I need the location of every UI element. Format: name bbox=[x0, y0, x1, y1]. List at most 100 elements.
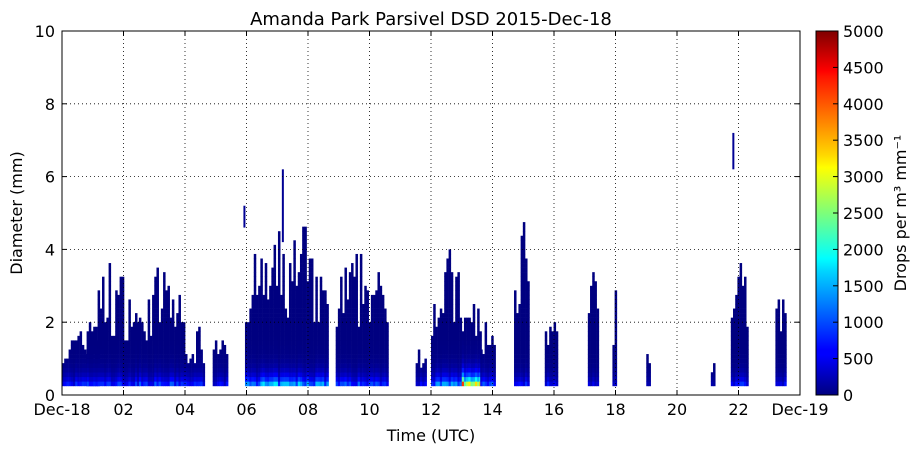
heatmap-cell bbox=[737, 322, 740, 328]
colorbar-label: Drops per m³ mm⁻¹ bbox=[891, 135, 910, 292]
heatmap-cell bbox=[304, 308, 307, 314]
heatmap-cell bbox=[302, 335, 305, 341]
heatmap-cell bbox=[379, 372, 383, 378]
heatmap-cell bbox=[614, 358, 618, 364]
heatmap-cell bbox=[433, 354, 436, 359]
heatmap-cell bbox=[514, 340, 517, 346]
heatmap-cell bbox=[477, 308, 480, 314]
heatmap-cell bbox=[472, 326, 476, 332]
heatmap-cell bbox=[310, 258, 314, 264]
heatmap-cell bbox=[337, 349, 341, 355]
heatmap-cell bbox=[546, 354, 550, 359]
heatmap-cell bbox=[342, 317, 345, 323]
heatmap-cell bbox=[154, 354, 157, 359]
heatmap-cell bbox=[200, 376, 203, 382]
heatmap-cell bbox=[366, 290, 369, 296]
heatmap-cell bbox=[480, 367, 483, 373]
heatmap-cell bbox=[340, 349, 343, 355]
heatmap-cell bbox=[346, 317, 350, 323]
heatmap-cell bbox=[364, 299, 367, 305]
heatmap-cell bbox=[308, 376, 312, 382]
heatmap-cell bbox=[297, 281, 301, 287]
heatmap-cell bbox=[249, 349, 252, 355]
heatmap-cell bbox=[590, 308, 593, 314]
heatmap-cell bbox=[304, 285, 307, 291]
heatmap-cell bbox=[143, 331, 146, 337]
heatmap-cell bbox=[135, 349, 138, 355]
heatmap-cell bbox=[319, 349, 323, 355]
heatmap-cell bbox=[121, 294, 125, 300]
heatmap-cell bbox=[344, 381, 347, 387]
heatmap-cell bbox=[260, 335, 263, 341]
heatmap-cell bbox=[484, 372, 488, 378]
heatmap-cell bbox=[119, 285, 123, 291]
heatmap-cell bbox=[342, 335, 345, 341]
heatmap-cell bbox=[293, 381, 296, 387]
heatmap-cell bbox=[128, 326, 131, 332]
heatmap-cell bbox=[342, 367, 345, 373]
heatmap-cell bbox=[337, 381, 341, 387]
heatmap-cell bbox=[525, 367, 528, 373]
heatmap-cell bbox=[154, 294, 157, 300]
heatmap-cell bbox=[119, 322, 123, 328]
heatmap-cell bbox=[782, 335, 785, 341]
heatmap-cell bbox=[351, 281, 354, 287]
heatmap-cell bbox=[364, 290, 367, 296]
heatmap-cell bbox=[286, 372, 290, 378]
heatmap-cell bbox=[351, 285, 354, 291]
heatmap-cell bbox=[315, 294, 318, 300]
heatmap-cell bbox=[253, 304, 257, 309]
heatmap-cell bbox=[484, 331, 488, 337]
heatmap-cell bbox=[93, 381, 96, 387]
heatmap-cell bbox=[324, 317, 327, 323]
heatmap-cell bbox=[439, 326, 443, 332]
heatmap-cell bbox=[121, 331, 125, 337]
heatmap-cell bbox=[775, 322, 778, 328]
heatmap-cell bbox=[553, 349, 557, 355]
heatmap-cell bbox=[128, 354, 131, 359]
heatmap-cell bbox=[730, 340, 734, 346]
heatmap-cell bbox=[180, 335, 184, 341]
heatmap-cell bbox=[375, 363, 378, 368]
heatmap-cell bbox=[470, 376, 474, 382]
heatmap-cell bbox=[156, 299, 159, 305]
heatmap-cell bbox=[368, 322, 372, 328]
heatmap-cell bbox=[91, 340, 94, 346]
heatmap-cell bbox=[553, 372, 557, 378]
heatmap-cell bbox=[269, 354, 272, 359]
heatmap-cell bbox=[308, 285, 312, 291]
heatmap-cell bbox=[117, 376, 120, 382]
heatmap-cell bbox=[384, 372, 387, 378]
heatmap-cell bbox=[310, 358, 314, 364]
heatmap-cell bbox=[479, 340, 482, 346]
heatmap-cell bbox=[472, 354, 476, 359]
heatmap-cell bbox=[340, 290, 343, 296]
heatmap-cell bbox=[377, 281, 380, 287]
heatmap-cell bbox=[262, 304, 266, 309]
heatmap-cell bbox=[280, 367, 283, 373]
heatmap-cell bbox=[293, 290, 296, 296]
heatmap-cell bbox=[167, 331, 170, 337]
heatmap-cell bbox=[297, 354, 301, 359]
heatmap-cell bbox=[520, 313, 524, 318]
heatmap-cell bbox=[525, 322, 528, 328]
heatmap-cell bbox=[351, 308, 354, 314]
heatmap-cell bbox=[544, 349, 548, 355]
heatmap-cell bbox=[359, 326, 363, 332]
heatmap-cell bbox=[472, 322, 476, 328]
heatmap-cell bbox=[288, 349, 292, 355]
heatmap-cell bbox=[527, 354, 530, 359]
heatmap-cell bbox=[95, 372, 98, 378]
heatmap-cell bbox=[516, 363, 519, 368]
x-tick-label: 08 bbox=[298, 400, 318, 419]
heatmap-cell bbox=[439, 344, 443, 350]
heatmap-cell bbox=[590, 340, 593, 346]
heatmap-cell bbox=[461, 335, 465, 341]
heatmap-cell bbox=[648, 372, 651, 378]
heatmap-cell bbox=[355, 253, 358, 259]
heatmap-cell bbox=[516, 326, 519, 332]
heatmap-cell bbox=[253, 299, 257, 305]
heatmap-cell bbox=[288, 272, 292, 277]
heatmap-cell bbox=[277, 263, 281, 268]
heatmap-cell bbox=[106, 322, 109, 328]
